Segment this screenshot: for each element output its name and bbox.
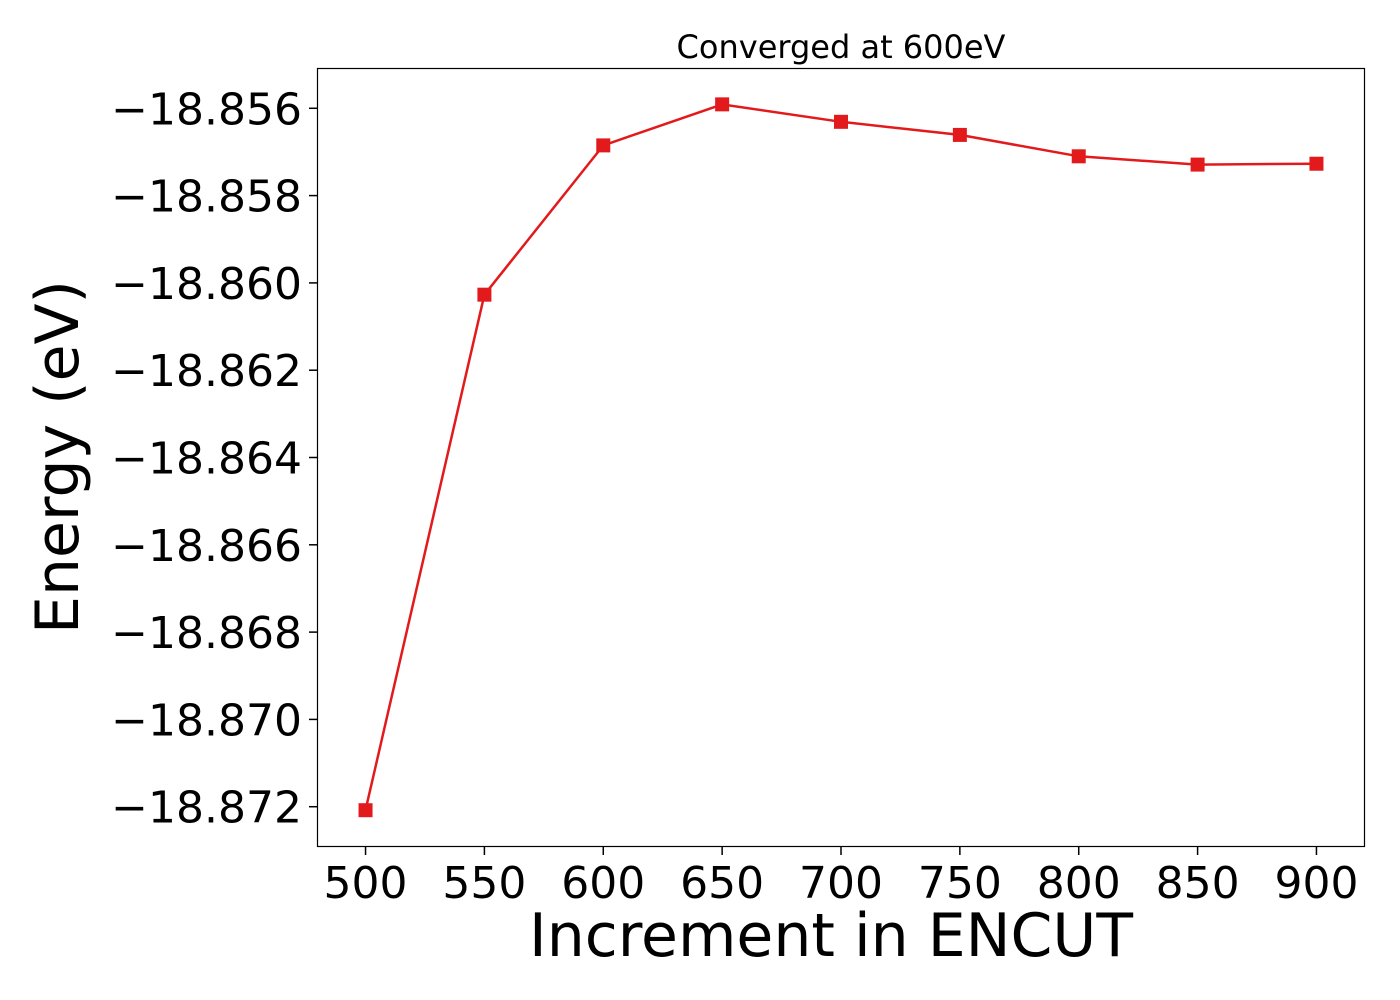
x-tick-label: 550	[442, 858, 526, 909]
x-tick-label: 750	[918, 858, 1002, 909]
y-axis-label: Energy (eV)	[23, 280, 93, 634]
y-tick-label: −18.864	[111, 434, 302, 485]
y-tick-label: −18.858	[111, 172, 302, 223]
data-point-marker	[715, 97, 730, 112]
y-tick-label: −18.872	[111, 783, 302, 834]
data-point-marker	[477, 287, 492, 302]
x-tick-label: 850	[1156, 858, 1240, 909]
data-point-marker	[952, 127, 967, 142]
x-tick-label: 800	[1037, 858, 1121, 909]
chart-title: Converged at 600eV	[677, 28, 1006, 66]
y-tick-label: −18.866	[111, 521, 302, 572]
data-point-marker	[358, 803, 373, 818]
x-tick-label: 600	[561, 858, 645, 909]
y-tick-label: −18.860	[111, 259, 302, 310]
x-tick-label: 700	[799, 858, 883, 909]
y-tick-label: −18.856	[111, 84, 302, 135]
y-tick-label: −18.868	[111, 608, 302, 659]
x-tick-label: 650	[680, 858, 764, 909]
y-axis: −18.872 −18.870 −18.868 −18.866 −18.864 −18.8…	[111, 84, 318, 834]
x-axis-label: Increment in ENCUT	[529, 901, 1133, 971]
y-tick-label: −18.862	[111, 346, 302, 397]
series-markers	[358, 97, 1324, 818]
x-axis: 500 550 600 650 700 750 800 850 900	[324, 846, 1358, 909]
data-point-marker	[596, 138, 611, 153]
data-point-marker	[1190, 157, 1205, 172]
x-tick-label: 900	[1274, 858, 1358, 909]
data-point-marker	[834, 114, 848, 129]
data-point-marker	[1071, 149, 1086, 164]
x-tick-label: 500	[324, 858, 408, 909]
data-point-marker	[1309, 156, 1324, 171]
y-tick-label: −18.870	[111, 695, 302, 746]
